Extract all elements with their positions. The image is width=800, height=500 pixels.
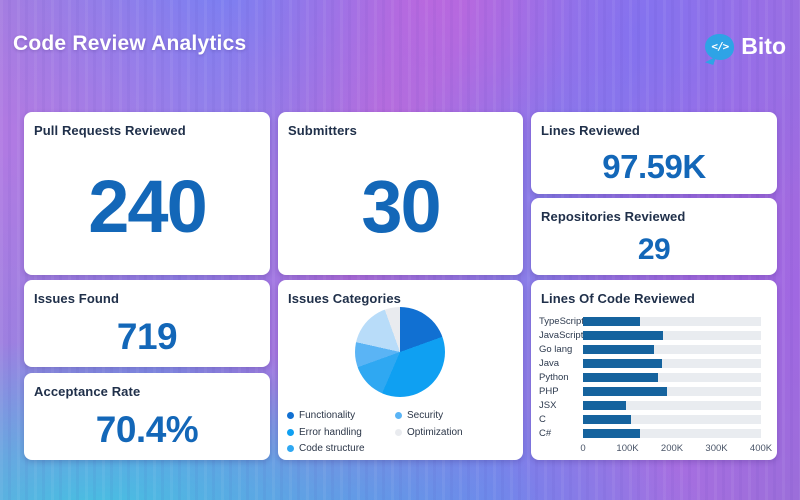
page-title: Code Review Analytics bbox=[13, 32, 247, 55]
card-issues-found: Issues Found 719 bbox=[24, 280, 270, 367]
bar-track bbox=[583, 317, 761, 327]
x-axis-tick: 0 bbox=[580, 443, 586, 454]
legend-item-optimization[interactable]: Optimization bbox=[395, 424, 503, 441]
bar-label: Java bbox=[539, 358, 560, 370]
legend-dot bbox=[287, 411, 294, 419]
x-axis-tick: 400K bbox=[749, 443, 773, 454]
bar-track bbox=[583, 331, 761, 341]
bito-logo[interactable]: </> Bito bbox=[705, 33, 786, 60]
bar bbox=[583, 428, 640, 438]
bar bbox=[583, 331, 664, 341]
legend-item-error-handling[interactable]: Error handling bbox=[287, 424, 395, 441]
bar-row-javascript: JavaScript bbox=[539, 329, 761, 343]
stat-value-repositories: 29 bbox=[637, 232, 671, 266]
issues-categories-pie-chart bbox=[355, 307, 445, 397]
stat-value-pull-requests: 240 bbox=[88, 164, 207, 248]
legend-item-security[interactable]: Security bbox=[395, 407, 503, 424]
card-title: Repositories Reviewed bbox=[541, 209, 686, 224]
card-title: Issues Categories bbox=[288, 291, 401, 306]
card-title: Pull Requests Reviewed bbox=[34, 123, 186, 138]
card-lines-reviewed: Lines Reviewed 97.59K bbox=[531, 112, 777, 194]
legend-item-code-structure[interactable]: Code structure bbox=[287, 441, 395, 458]
bar bbox=[583, 373, 658, 382]
x-axis-tick: 100K bbox=[616, 443, 639, 454]
legend-label: Code structure bbox=[299, 443, 365, 455]
bar-label: C# bbox=[539, 427, 552, 439]
bar-label: C bbox=[539, 413, 546, 425]
bar bbox=[583, 386, 667, 396]
bar-label: Python bbox=[539, 372, 569, 383]
stat-value-lines-reviewed: 97.59K bbox=[602, 147, 706, 185]
bar-track bbox=[583, 373, 761, 382]
bar-label: JavaScript bbox=[539, 330, 584, 342]
legend-dot bbox=[395, 428, 402, 436]
card-title: Acceptance Rate bbox=[34, 384, 141, 399]
bar-track bbox=[583, 345, 761, 355]
stat-value-acceptance-rate: 70.4% bbox=[95, 409, 199, 450]
bar bbox=[583, 400, 627, 410]
bar-label: PHP bbox=[539, 385, 559, 397]
bar-track bbox=[583, 414, 761, 424]
legend-dot bbox=[287, 445, 294, 453]
lines-of-code-bar-chart: TypeScript JavaScript Go lang Java Python PHP… bbox=[539, 315, 761, 440]
bar-row-java: Java bbox=[539, 357, 761, 371]
bar bbox=[583, 359, 663, 369]
legend-label: Security bbox=[407, 409, 444, 421]
bar-row-jsx: JSX bbox=[539, 398, 761, 412]
card-repositories-reviewed: Repositories Reviewed 29 bbox=[531, 198, 777, 275]
card-issues-categories: Issues Categories Functionality Error han… bbox=[278, 280, 523, 460]
bar bbox=[583, 345, 654, 355]
bar bbox=[583, 414, 631, 424]
legend-dot bbox=[287, 428, 294, 436]
bar-track bbox=[583, 386, 761, 396]
bar bbox=[583, 317, 640, 327]
bar-row-c: C bbox=[539, 412, 761, 426]
legend-dot bbox=[395, 411, 402, 419]
pie-legend: Functionality Error handling Code structur… bbox=[287, 407, 503, 457]
bar-label: JSX bbox=[539, 399, 557, 411]
header: Code Review Analytics </> Bito bbox=[0, 0, 800, 100]
bar-label: TypeScript bbox=[539, 316, 584, 328]
stat-value-submitters: 30 bbox=[361, 164, 441, 248]
x-axis-tick: 300K bbox=[705, 443, 728, 454]
bar-track bbox=[583, 359, 761, 369]
legend-label: Optimization bbox=[407, 426, 463, 438]
bar-track bbox=[583, 400, 761, 410]
card-title: Issues Found bbox=[34, 291, 119, 306]
card-title: Lines Of Code Reviewed bbox=[541, 291, 695, 306]
bar-chart-x-axis: 0 100K 200K 300K 400K bbox=[580, 443, 772, 457]
bar-label: Go lang bbox=[539, 344, 573, 356]
card-lines-of-code-reviewed: Lines Of Code Reviewed TypeScript JavaScr… bbox=[531, 280, 777, 460]
bar-row-go-lang: Go lang bbox=[539, 343, 761, 357]
card-title: Submitters bbox=[288, 123, 357, 138]
bar-row-c-: C# bbox=[539, 426, 761, 440]
legend-item-functionality[interactable]: Functionality bbox=[287, 407, 395, 424]
card-submitters: Submitters 30 bbox=[278, 112, 523, 275]
bar-row-php: PHP bbox=[539, 384, 761, 398]
card-acceptance-rate: Acceptance Rate 70.4% bbox=[24, 373, 270, 460]
brand-name: Bito bbox=[741, 33, 786, 59]
bito-code-bubble-icon: </> bbox=[705, 33, 735, 60]
stat-value-issues-found: 719 bbox=[116, 316, 178, 357]
legend-label: Error handling bbox=[299, 426, 362, 438]
card-pull-requests-reviewed: Pull Requests Reviewed 240 bbox=[24, 112, 270, 275]
legend-label: Functionality bbox=[299, 409, 356, 421]
bar-row-typescript: TypeScript bbox=[539, 315, 761, 329]
bar-track bbox=[583, 428, 761, 438]
x-axis-tick: 200K bbox=[660, 443, 684, 454]
code-brackets-icon: </> bbox=[711, 40, 729, 53]
bar-row-python: Python bbox=[539, 371, 761, 385]
card-title: Lines Reviewed bbox=[541, 123, 640, 138]
